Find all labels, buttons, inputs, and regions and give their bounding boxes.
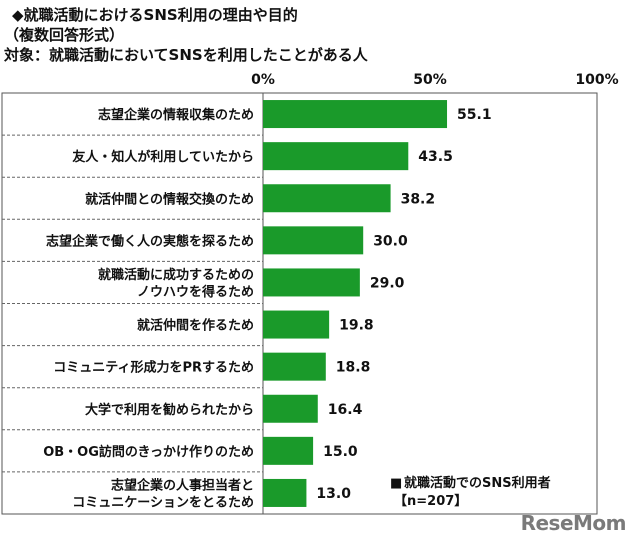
chart-target: 対象：就職活動においてSNSを利用したことがある人	[4, 46, 368, 64]
category-label: 就活仲間との情報交換のため	[85, 191, 254, 207]
bar	[263, 394, 318, 423]
legend-label: 就職活動でのSNS利用者	[404, 475, 551, 491]
category-label: 友人・知人が利用していたから	[72, 149, 254, 165]
legend-marker: ■	[390, 476, 402, 491]
category-label: 就活仲間を作るため	[137, 318, 254, 334]
data-label: 29.0	[370, 275, 405, 291]
category-label: OB・OG訪問のきっかけ作りのため	[43, 444, 254, 460]
category-label: 志望企業の情報収集のため	[98, 107, 254, 123]
bar	[263, 478, 307, 507]
bar	[263, 100, 448, 129]
chart-subtitle: （複数回答形式）	[4, 26, 125, 44]
resemom-watermark: ReseMom	[520, 511, 627, 535]
data-label: 18.8	[336, 360, 371, 376]
bar	[263, 142, 409, 171]
data-label: 30.0	[373, 233, 408, 249]
x-tick-label: 50%	[413, 72, 447, 88]
category-label: 志望企業で働く人の実態を探るため	[46, 233, 254, 249]
bar	[263, 436, 314, 465]
legend-note: 【n=207】	[394, 493, 467, 509]
bar	[263, 310, 330, 339]
category-label: 志望企業の人事担当者とコミュニケーションをとるため	[72, 477, 254, 510]
chart-title: ◆就職活動におけるSNS利用の理由や目的	[12, 6, 298, 24]
data-label: 55.1	[457, 107, 492, 123]
bar	[263, 226, 364, 255]
category-label: 大学で利用を勧められたから	[85, 402, 254, 418]
category-label: コミュニティ形成力をPRするため	[53, 360, 254, 376]
bar	[263, 352, 326, 381]
data-label: 38.2	[401, 191, 436, 207]
bar	[263, 268, 360, 297]
data-label: 19.8	[339, 318, 374, 334]
data-label: 43.5	[418, 149, 453, 165]
data-label: 13.0	[316, 486, 351, 502]
bar	[263, 184, 391, 213]
category-label: 就職活動に成功するためのノウハウを得るため	[98, 267, 254, 300]
x-tick-label: 100%	[575, 72, 618, 88]
x-tick-label: 0%	[251, 72, 275, 88]
data-label: 15.0	[323, 444, 358, 460]
data-label: 16.4	[328, 402, 363, 418]
